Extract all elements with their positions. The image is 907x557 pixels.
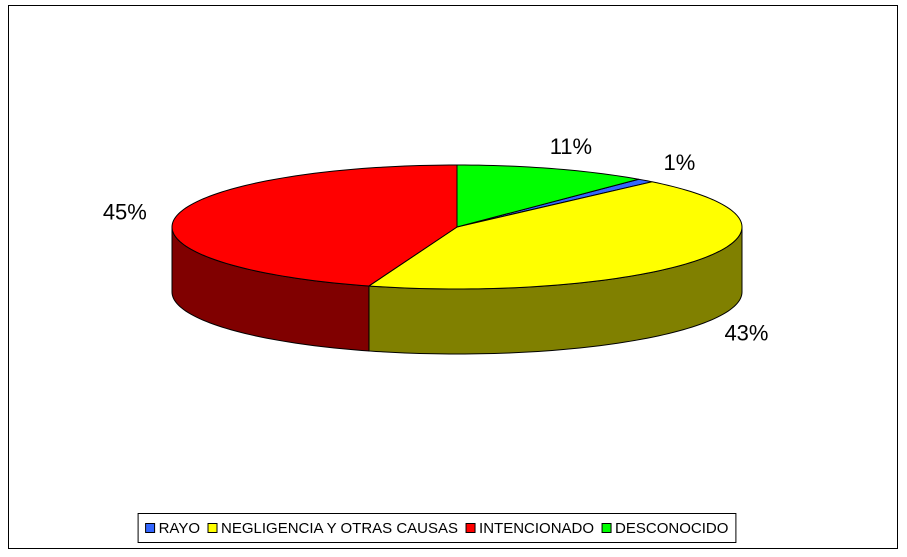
legend-swatch	[601, 523, 612, 533]
legend-box	[137, 513, 737, 543]
data-label: 11%	[550, 134, 592, 159]
legend-label: RAYO	[159, 520, 200, 537]
data-label: 43%	[724, 320, 768, 345]
slice	[171, 164, 458, 287]
legend-swatch	[207, 523, 218, 533]
slice	[367, 181, 743, 290]
data-label: 45%	[103, 200, 147, 225]
legend-swatch	[465, 523, 476, 533]
data-label: 1%	[664, 150, 696, 175]
pie-tops	[171, 164, 743, 290]
legend-label: NEGLIGENCIA Y OTRAS CAUSAS	[221, 520, 458, 537]
legend-label: DESCONOCIDO	[615, 520, 728, 537]
legend-label: INTENCIONADO	[479, 520, 594, 537]
legend-swatch	[145, 523, 156, 533]
legend: RAYO NEGLIGENCIA Y OTRAS CAUSAS INTENCIONA…	[137, 513, 737, 543]
slice	[456, 164, 639, 228]
